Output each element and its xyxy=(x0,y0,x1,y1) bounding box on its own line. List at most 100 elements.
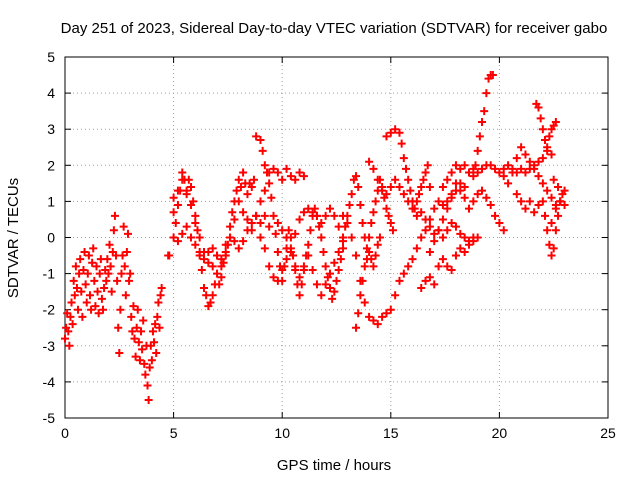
data-point xyxy=(547,219,556,228)
data-point xyxy=(434,226,443,235)
data-point xyxy=(391,175,400,184)
data-point xyxy=(74,305,83,314)
data-point xyxy=(195,233,204,242)
data-point xyxy=(495,219,504,228)
data-point xyxy=(447,219,456,228)
data-point xyxy=(286,172,295,181)
data-point xyxy=(538,197,547,206)
data-point xyxy=(267,193,276,202)
data-point xyxy=(478,186,487,195)
data-point xyxy=(417,208,426,217)
data-point xyxy=(107,287,116,296)
data-point xyxy=(425,222,434,231)
data-point xyxy=(299,262,308,271)
data-point xyxy=(412,197,421,206)
data-point xyxy=(256,197,265,206)
data-point xyxy=(530,208,539,217)
data-point xyxy=(473,146,482,155)
y-tick-label: -1 xyxy=(43,266,56,282)
data-point xyxy=(375,233,384,242)
data-point xyxy=(256,136,265,145)
data-point xyxy=(165,251,174,260)
data-point xyxy=(178,229,187,238)
data-point xyxy=(473,168,482,177)
data-point xyxy=(104,269,113,278)
data-point xyxy=(406,186,415,195)
data-point xyxy=(473,190,482,199)
data-point xyxy=(521,204,530,213)
data-point xyxy=(186,201,195,210)
data-point xyxy=(404,175,413,184)
data-point xyxy=(443,262,452,271)
data-point xyxy=(339,237,348,246)
y-tick-label: 0 xyxy=(47,230,55,246)
data-point xyxy=(230,237,239,246)
data-point xyxy=(469,237,478,246)
data-point xyxy=(417,284,426,293)
data-point xyxy=(121,291,130,300)
data-point xyxy=(425,273,434,282)
data-point xyxy=(226,233,235,242)
data-point xyxy=(122,247,131,256)
data-point xyxy=(480,107,489,116)
data-point xyxy=(549,175,558,184)
data-point xyxy=(186,182,195,191)
data-point xyxy=(491,211,500,220)
data-point xyxy=(504,179,513,188)
data-point xyxy=(157,284,166,293)
data-point xyxy=(447,168,456,177)
data-point xyxy=(150,338,159,347)
data-point xyxy=(488,71,497,80)
data-point xyxy=(61,334,69,343)
data-point xyxy=(369,164,378,173)
y-tick-label: -5 xyxy=(43,410,56,426)
data-point xyxy=(534,201,543,210)
data-point xyxy=(534,172,543,181)
data-point xyxy=(64,327,73,336)
data-point xyxy=(137,327,146,336)
data-point xyxy=(269,164,278,173)
data-point xyxy=(408,255,417,264)
data-point xyxy=(412,211,421,220)
data-point xyxy=(145,363,154,372)
data-point xyxy=(352,323,361,332)
data-point xyxy=(291,175,300,184)
data-point xyxy=(215,280,224,289)
data-point xyxy=(417,233,426,242)
data-point xyxy=(154,298,163,307)
data-point xyxy=(360,298,369,307)
data-point xyxy=(182,186,191,195)
data-point xyxy=(456,164,465,173)
data-point xyxy=(271,229,280,238)
data-point xyxy=(415,190,424,199)
data-point xyxy=(391,125,400,134)
data-point xyxy=(325,204,334,213)
data-point xyxy=(115,349,124,358)
data-point xyxy=(386,182,395,191)
data-point xyxy=(295,291,304,300)
data-point xyxy=(269,273,278,282)
data-point xyxy=(464,204,473,213)
data-point xyxy=(371,251,380,260)
data-point xyxy=(438,182,447,191)
data-point xyxy=(547,251,556,260)
data-point xyxy=(228,208,237,217)
data-point xyxy=(217,273,226,282)
data-point xyxy=(347,233,356,242)
data-point xyxy=(138,345,147,354)
data-point xyxy=(126,269,135,278)
data-point xyxy=(334,247,343,256)
data-point xyxy=(397,139,406,148)
data-point xyxy=(517,197,526,206)
data-point xyxy=(464,240,473,249)
data-point xyxy=(530,164,539,173)
data-point xyxy=(538,179,547,188)
data-point xyxy=(321,211,330,220)
data-point xyxy=(252,211,261,220)
y-tick-label: 5 xyxy=(47,49,55,65)
data-point xyxy=(399,190,408,199)
chart-title: Day 251 of 2023, Sidereal Day-to-day VTE… xyxy=(61,20,608,37)
data-point xyxy=(71,262,80,271)
